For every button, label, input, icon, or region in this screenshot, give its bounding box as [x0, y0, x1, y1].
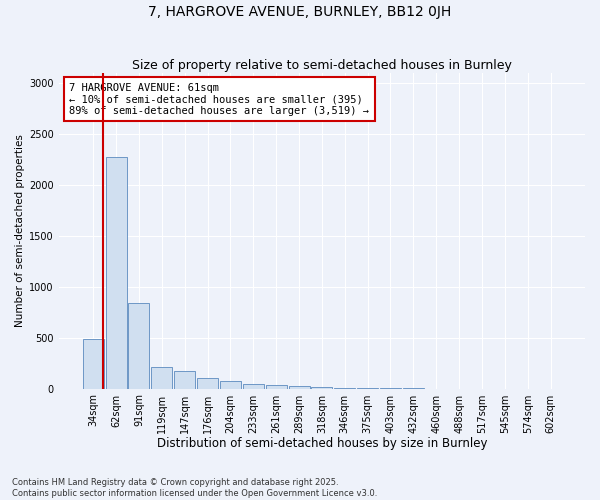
Bar — [289, 386, 310, 388]
Text: Contains HM Land Registry data © Crown copyright and database right 2025.
Contai: Contains HM Land Registry data © Crown c… — [12, 478, 377, 498]
X-axis label: Distribution of semi-detached houses by size in Burnley: Distribution of semi-detached houses by … — [157, 437, 487, 450]
Bar — [197, 378, 218, 388]
Title: Size of property relative to semi-detached houses in Burnley: Size of property relative to semi-detach… — [132, 59, 512, 72]
Text: 7, HARGROVE AVENUE, BURNLEY, BB12 0JH: 7, HARGROVE AVENUE, BURNLEY, BB12 0JH — [148, 5, 452, 19]
Text: 7 HARGROVE AVENUE: 61sqm
← 10% of semi-detached houses are smaller (395)
89% of : 7 HARGROVE AVENUE: 61sqm ← 10% of semi-d… — [70, 82, 370, 116]
Bar — [266, 385, 287, 388]
Bar — [220, 382, 241, 388]
Bar — [128, 303, 149, 388]
Y-axis label: Number of semi-detached properties: Number of semi-detached properties — [15, 134, 25, 328]
Bar — [83, 338, 104, 388]
Bar — [243, 384, 264, 388]
Bar — [151, 367, 172, 388]
Bar — [174, 372, 195, 388]
Bar — [106, 156, 127, 388]
Bar — [311, 387, 332, 388]
